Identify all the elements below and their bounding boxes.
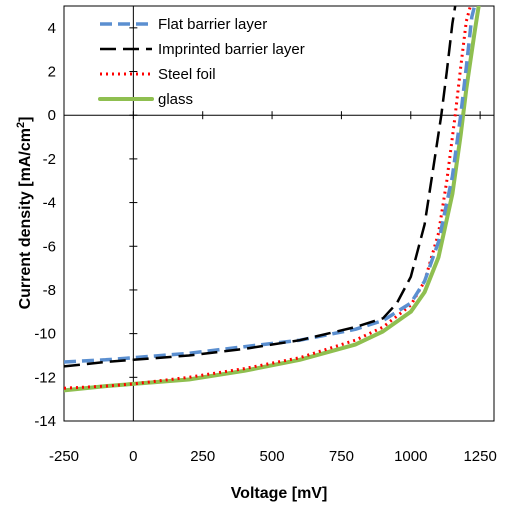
plot-area	[63, 5, 495, 422]
y-tick-label: 0	[48, 107, 56, 124]
y-axis-title-main: Current density [mA/cm	[17, 128, 34, 309]
x-tick-label: 250	[190, 448, 215, 465]
axis-lines	[63, 6, 494, 422]
x-tick-label: -250	[49, 448, 79, 465]
legend-label-2: Steel foil	[158, 66, 216, 83]
y-tick-label: 2	[48, 64, 56, 81]
y-axis-title: Current density [mA/cm2]	[15, 117, 34, 310]
series-lines	[64, 6, 481, 393]
y-tick-label: -4	[43, 195, 56, 212]
series-line-2	[64, 6, 472, 390]
tick-labels: -250 0 250 500 750 1000 1250 4 2 0 -2 -4 -6 -8 -10 -12 -…	[34, 20, 497, 465]
x-tick-label: 0	[129, 448, 137, 465]
x-axis-title: Voltage [mV]	[231, 485, 328, 502]
y-tick-label: -12	[34, 369, 56, 386]
series-line-0	[64, 6, 477, 364]
legend-label-0: Flat barrier layer	[158, 16, 267, 33]
y-tick-label: -14	[34, 413, 56, 430]
x-tick-label: 1000	[394, 448, 427, 465]
y-tick-label: -8	[43, 282, 56, 299]
series-line-1	[64, 6, 457, 368]
legend-label-1: Imprinted barrier layer	[158, 41, 305, 58]
y-axis-title-end: ]	[17, 117, 34, 122]
x-tick-label: 500	[260, 448, 285, 465]
y-tick-label: -10	[34, 326, 56, 343]
legend-label-3: glass	[158, 91, 193, 108]
y-axis-title-sup: 2	[15, 122, 27, 128]
x-tick-label: 1250	[463, 448, 496, 465]
legend: Flat barrier layer Imprinted barrier laye…	[98, 16, 305, 108]
y-tick-label: -6	[43, 238, 56, 255]
y-tick-label: -2	[43, 151, 56, 168]
x-tick-label: 750	[329, 448, 354, 465]
y-tick-label: 4	[48, 20, 56, 37]
